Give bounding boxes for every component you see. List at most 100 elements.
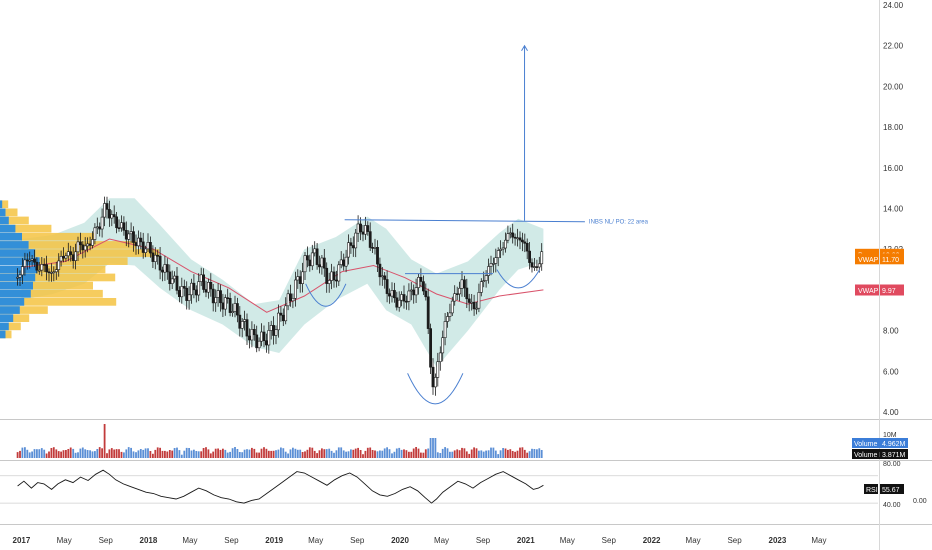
volume-bar xyxy=(395,448,398,458)
volume-profile-bar xyxy=(0,322,21,331)
volume-badge-value-bg xyxy=(880,449,908,459)
volume-bar xyxy=(516,450,519,458)
volume-profile-bar xyxy=(0,249,160,257)
price-tick-label: 8.00 xyxy=(883,327,899,336)
candle-body xyxy=(525,243,529,252)
candle-body xyxy=(132,231,135,243)
candle-body xyxy=(18,274,22,278)
volume-profile-bar xyxy=(0,322,9,331)
volume-bar xyxy=(132,451,135,458)
volume-badge-label: Volume xyxy=(854,441,877,448)
volume-profile-bar xyxy=(0,314,30,322)
volume-bar xyxy=(352,449,355,458)
volume-badge-value: 3.871M xyxy=(882,452,906,459)
candle-body xyxy=(71,254,75,261)
volume-bar xyxy=(528,451,531,458)
volume-bar xyxy=(72,448,75,458)
volume-bar xyxy=(142,449,145,458)
volume-bar xyxy=(444,447,446,458)
volume-bar xyxy=(96,449,99,458)
candle-body xyxy=(443,321,447,339)
volume-bar xyxy=(219,449,222,458)
candle-body xyxy=(322,257,326,269)
volume-profile-bar xyxy=(0,314,14,322)
volume-bar xyxy=(188,448,190,458)
volume-bar xyxy=(246,449,248,458)
price-pane xyxy=(0,196,544,396)
candle-body xyxy=(438,352,442,362)
candle-body xyxy=(257,340,261,349)
candle-body xyxy=(221,302,225,310)
candle-body xyxy=(122,222,126,231)
volume-profile-bar xyxy=(0,216,29,225)
volume-bar xyxy=(311,447,314,458)
volume-bar xyxy=(499,450,502,458)
time-tick-label: Sep xyxy=(99,536,114,545)
volume-bar xyxy=(533,449,536,458)
volume-bar xyxy=(369,447,372,458)
volume-bar xyxy=(480,450,483,458)
candle-body xyxy=(455,293,459,296)
volume-bar xyxy=(159,447,161,458)
volume-pane xyxy=(16,424,543,458)
price-tick-label: 4.00 xyxy=(883,408,899,417)
volume-bar xyxy=(275,450,277,458)
candle-body xyxy=(93,227,97,240)
candle-body xyxy=(347,242,350,258)
volume-badge-label-bg xyxy=(852,438,880,448)
volume-bar xyxy=(202,448,205,458)
candle-body xyxy=(161,269,164,273)
candle-body xyxy=(487,266,491,276)
price-badge-label: VWAP xyxy=(858,257,879,264)
volume-bar xyxy=(89,450,91,458)
annotations[interactable]: INBS NL/ PO: 22 area xyxy=(305,44,649,405)
candle-body xyxy=(144,248,148,253)
candle-body xyxy=(103,203,107,218)
candle-body xyxy=(30,258,34,261)
volume-bar xyxy=(236,449,239,458)
volume-bar xyxy=(359,450,362,458)
candle-body xyxy=(117,227,121,229)
volume-bar xyxy=(468,453,471,458)
candle-body xyxy=(182,286,186,289)
candle-body xyxy=(532,266,536,268)
time-tick-label: May xyxy=(560,536,575,545)
candle-body xyxy=(42,264,46,266)
volume-bar xyxy=(200,451,203,458)
candle-body xyxy=(91,239,94,246)
volume-profile-bar xyxy=(0,289,103,298)
candle-body xyxy=(368,231,372,248)
volume-bar xyxy=(217,448,219,458)
candle-body xyxy=(28,259,32,262)
volume-bar xyxy=(98,447,101,458)
candle-body xyxy=(465,287,469,300)
candle-body xyxy=(540,251,544,265)
candle-body xyxy=(146,242,150,250)
candle-body xyxy=(349,242,353,246)
volume-bar xyxy=(164,450,166,458)
volume-bar xyxy=(335,450,338,458)
volume-bar xyxy=(205,447,207,458)
price-badge-label-bg xyxy=(855,253,879,265)
volume-bar xyxy=(379,450,381,458)
candle-body xyxy=(81,244,85,251)
candle-body xyxy=(108,209,111,219)
time-tick-label: 2018 xyxy=(140,536,158,545)
volume-bar xyxy=(139,449,142,458)
candle-body xyxy=(330,271,334,281)
volume-bar xyxy=(463,448,466,458)
volume-bar xyxy=(526,452,529,458)
candle-body xyxy=(260,331,263,342)
volume-bar xyxy=(540,450,543,458)
price-badge-value: 11.70 xyxy=(882,257,899,264)
candle-body xyxy=(407,290,411,302)
volume-bar xyxy=(458,450,461,458)
volume-bar xyxy=(511,451,514,458)
volume-profile-bar xyxy=(0,200,3,209)
candle-body xyxy=(308,259,312,267)
candle-body xyxy=(535,266,539,268)
candle-body xyxy=(40,264,44,271)
volume-bar xyxy=(74,452,77,458)
volume-bar xyxy=(149,451,152,458)
volume-bar xyxy=(325,449,328,458)
